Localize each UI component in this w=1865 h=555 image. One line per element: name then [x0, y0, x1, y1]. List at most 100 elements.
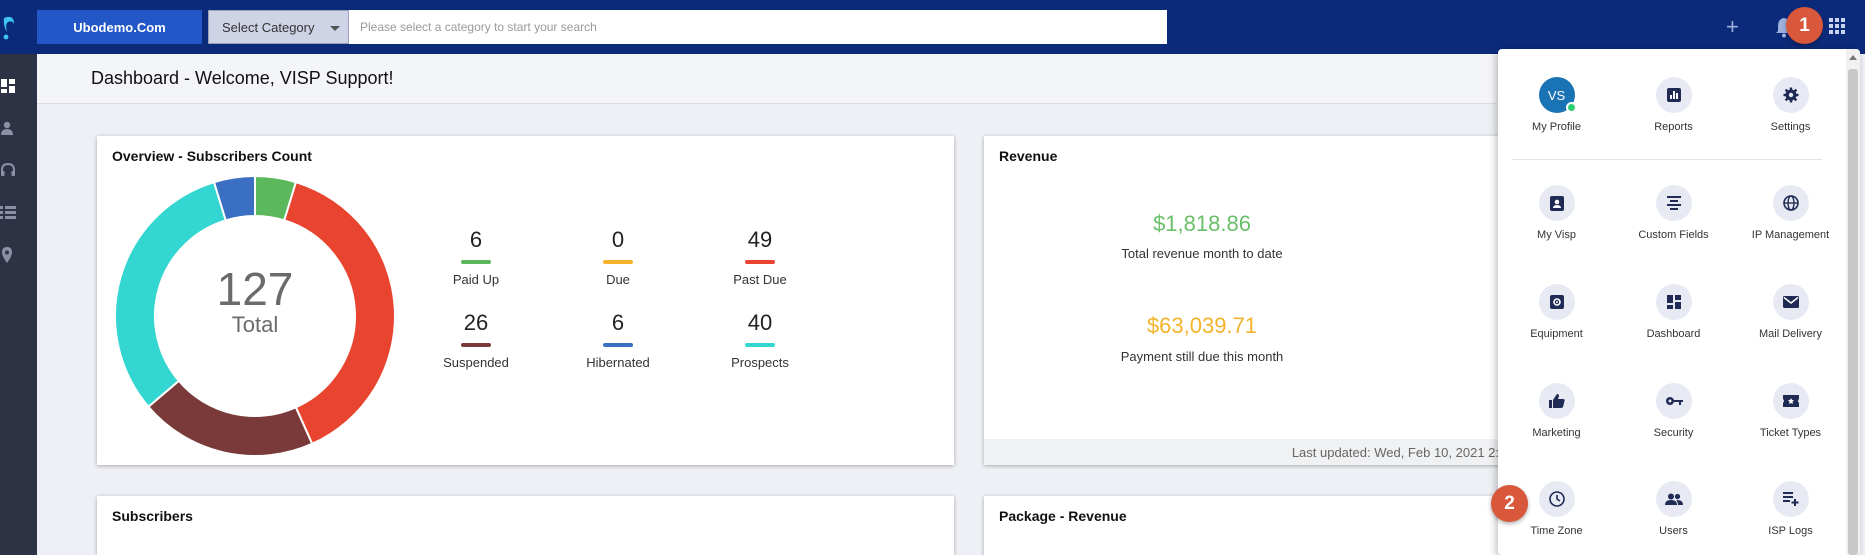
chevron-down-icon [330, 26, 340, 31]
avatar: VS [1538, 77, 1577, 113]
search-input[interactable] [349, 10, 1167, 44]
subscribers-card: Subscribers [97, 496, 954, 555]
settings-icon [1772, 77, 1809, 113]
menu-item-label: Users [1659, 525, 1688, 537]
menu-item-custom-fields[interactable]: Custom Fields [1615, 185, 1732, 241]
page-header: Dashboard - Welcome, VISP Support! [37, 54, 1497, 104]
category-select[interactable]: Select Category [208, 10, 349, 44]
scroll-up-icon[interactable] [1849, 55, 1857, 60]
menu-item-label: Dashboard [1646, 328, 1701, 340]
stat-color-bar [461, 343, 491, 347]
location-pin-icon[interactable] [0, 247, 16, 263]
menu-item-security[interactable]: Security [1615, 383, 1732, 439]
app-logo-icon[interactable] [0, 10, 20, 44]
menu-item-label: Ticket Types [1759, 427, 1822, 439]
donut-slice-hibernated[interactable] [212, 176, 256, 222]
stat-color-bar [745, 260, 775, 264]
overview-card: Overview - Subscribers Count 127 Total 6… [97, 136, 954, 465]
equipment-icon [1538, 284, 1575, 320]
menu-item-label: Marketing [1532, 427, 1581, 439]
apps-grid-icon[interactable] [1829, 18, 1845, 34]
menu-item-my-visp[interactable]: My Visp [1498, 185, 1615, 241]
menu-item-label: My Visp [1537, 229, 1576, 241]
avatar-initials: VS [1547, 87, 1566, 103]
list-nav-icon[interactable] [0, 204, 16, 220]
person-nav-icon[interactable] [0, 120, 16, 136]
menu-item-equipment[interactable]: Equipment [1498, 284, 1615, 340]
total-label: Total [231, 312, 279, 337]
menu-item-reports[interactable]: Reports [1615, 77, 1732, 133]
ticket-icon [1772, 383, 1809, 419]
revenue-month-value: $1,818.86 [1153, 211, 1251, 236]
users-icon [1655, 481, 1692, 517]
revenue-last-updated: Last updated: Wed, Feb 10, 2021 2: [984, 439, 1504, 465]
stat-label: Past Due [733, 272, 787, 287]
menu-item-marketing[interactable]: Marketing [1498, 383, 1615, 439]
sidebar [0, 54, 37, 555]
menu-item-my-profile[interactable]: VS My Profile [1498, 77, 1615, 133]
donut-slice-past-due[interactable] [283, 180, 395, 446]
menu-item-label: ISP Logs [1768, 525, 1813, 537]
mail-icon [1772, 284, 1809, 320]
stat-suspended[interactable]: 26 Suspended [416, 310, 536, 370]
menu-item-label: IP Management [1751, 229, 1830, 241]
total-count: 127 [216, 263, 294, 315]
menu-item-users[interactable]: Users [1615, 481, 1732, 537]
key-icon [1655, 383, 1692, 419]
online-status-dot [1565, 102, 1577, 113]
package-revenue-card-title: Package - Revenue [999, 508, 1127, 524]
search-bar: Select Category [208, 10, 1167, 44]
stat-value: 0 [611, 227, 625, 252]
stat-label: Hibernated [586, 355, 650, 370]
stat-value: 6 [469, 227, 483, 252]
revenue-card: Revenue $1,818.86 Total revenue month to… [984, 136, 1504, 465]
stat-value: 26 [463, 310, 489, 335]
stat-prospects[interactable]: 40 Prospects [700, 310, 820, 370]
step-marker-2: 2 [1491, 485, 1528, 522]
stat-paid-up[interactable]: 6 Paid Up [416, 227, 536, 287]
stat-color-bar [603, 343, 633, 347]
menu-item-mail-delivery[interactable]: Mail Delivery [1732, 284, 1849, 340]
dashboard-nav-icon[interactable] [0, 78, 16, 94]
overview-card-title: Overview - Subscribers Count [112, 148, 312, 164]
menu-item-ticket-types[interactable]: Ticket Types [1732, 383, 1849, 439]
menu-item-ip-management[interactable]: IP Management [1732, 185, 1849, 241]
step-marker-1: 1 [1786, 7, 1823, 44]
stat-hibernated[interactable]: 6 Hibernated [558, 310, 678, 370]
menu-item-label: Time Zone [1530, 525, 1583, 537]
menu-item-label: Security [1653, 427, 1694, 439]
stat-value: 6 [611, 310, 625, 335]
menu-item-settings[interactable]: Settings [1732, 77, 1849, 133]
category-select-label: Select Category [222, 19, 315, 35]
menu-item-label: Reports [1654, 121, 1693, 133]
top-bar: Ubodemo.Com Select Category + [0, 0, 1865, 54]
headset-nav-icon[interactable] [0, 162, 16, 178]
menu-scrollbar[interactable] [1846, 49, 1860, 555]
stat-label: Paid Up [452, 272, 500, 287]
stat-past-due[interactable]: 49 Past Due [700, 227, 820, 287]
stat-label: Due [606, 272, 630, 287]
brand-button[interactable]: Ubodemo.Com [37, 10, 202, 44]
my-visp-icon [1538, 185, 1575, 221]
add-icon[interactable]: + [1726, 14, 1739, 39]
stat-value: 40 [747, 310, 773, 335]
page-title: Dashboard - Welcome, VISP Support! [91, 68, 394, 88]
stat-due[interactable]: 0 Due [558, 227, 678, 287]
menu-item-label: Equipment [1530, 328, 1583, 340]
stat-color-bar [603, 260, 633, 264]
revenue-due-value: $63,039.71 [1146, 313, 1258, 338]
package-revenue-card: Package - Revenue [984, 496, 1504, 555]
menu-item-isp-logs[interactable]: ISP Logs [1732, 481, 1849, 537]
donut-slice-suspended[interactable] [146, 379, 314, 456]
menu-item-time-zone[interactable]: Time Zone [1498, 481, 1615, 537]
scrollbar-thumb[interactable] [1848, 69, 1858, 555]
subscribers-card-title: Subscribers [112, 508, 193, 524]
menu-item-label: Settings [1770, 121, 1811, 133]
menu-item-dashboard[interactable]: Dashboard [1615, 284, 1732, 340]
thumbs-up-icon [1538, 383, 1575, 419]
revenue-card-title: Revenue [999, 148, 1058, 164]
reports-icon [1655, 77, 1692, 113]
donut-slice-prospects[interactable] [115, 180, 227, 409]
stat-color-bar [745, 343, 775, 347]
logs-icon [1772, 481, 1809, 517]
